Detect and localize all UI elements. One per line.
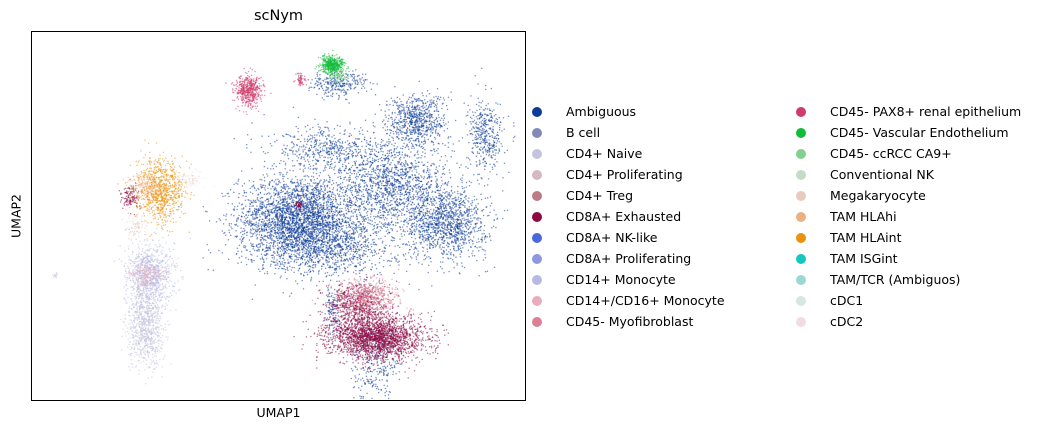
legend-marker bbox=[532, 148, 542, 159]
cluster-megakaryocyte bbox=[121, 208, 148, 248]
plot-area bbox=[31, 31, 526, 401]
legend-label: TAM HLAhi bbox=[830, 209, 897, 224]
legend-marker bbox=[532, 274, 542, 285]
cluster-ambiguous bbox=[458, 67, 516, 187]
legend-marker bbox=[796, 106, 806, 117]
cluster-cd14-cd16-monocyte bbox=[123, 257, 184, 297]
legend-marker bbox=[796, 211, 806, 222]
cluster-cd45-ccrcc-ca9- bbox=[321, 65, 351, 86]
legend-item: CD45- PAX8+ renal epithelium bbox=[795, 101, 1021, 122]
legend-marker bbox=[532, 316, 542, 327]
x-axis-label: UMAP1 bbox=[256, 405, 301, 420]
cluster-cd8a-exhausted bbox=[289, 195, 304, 211]
cluster-ambiguous bbox=[323, 267, 344, 349]
legend-label: cDC1 bbox=[830, 293, 864, 308]
cluster-tam-hlahi bbox=[120, 167, 169, 212]
legend-item: CD8A+ NK-like bbox=[531, 227, 725, 248]
legend-marker bbox=[532, 106, 542, 117]
legend-item: Ambiguous bbox=[531, 101, 725, 122]
legend-marker bbox=[796, 253, 806, 264]
legend-item: Megakaryocyte bbox=[795, 185, 1021, 206]
cluster-cd14-monocyte bbox=[113, 227, 191, 322]
umap-scatter bbox=[52, 49, 516, 400]
y-axis-label: UMAP2 bbox=[8, 194, 24, 238]
legend-item: CD8A+ Exhausted bbox=[531, 206, 725, 227]
cluster-cdc2 bbox=[165, 168, 215, 189]
legend-label: CD4+ Naive bbox=[566, 146, 643, 161]
legend-label: CD4+ Treg bbox=[566, 188, 634, 203]
legend-marker bbox=[532, 169, 542, 180]
legend-item: TAM ISGint bbox=[795, 248, 1021, 269]
legend-item: CD45- Myofibroblast bbox=[531, 311, 725, 332]
legend-marker bbox=[796, 190, 806, 201]
legend-item: TAM/TCR (Ambiguos) bbox=[795, 269, 1021, 290]
legend-label: Ambiguous bbox=[566, 104, 637, 119]
cluster-cd45-pax8-renal-epithelium bbox=[225, 67, 272, 116]
cluster-cd45-myofibroblast bbox=[311, 268, 415, 328]
legend-item: CD45- ccRCC CA9+ bbox=[795, 143, 1021, 164]
legend-label: Conventional NK bbox=[830, 167, 934, 182]
legend-marker bbox=[796, 148, 806, 159]
legend-column-1: Ambiguous B cell CD4+ Naive CD4+ Proliferat… bbox=[531, 101, 725, 332]
legend-item: CD8A+ Proliferating bbox=[531, 248, 725, 269]
cluster-ambiguous bbox=[233, 106, 424, 182]
legend-marker bbox=[532, 295, 542, 306]
legend-marker bbox=[796, 295, 806, 306]
legend-label: CD45- Vascular Endothelium bbox=[830, 125, 1009, 140]
legend-label: Megakaryocyte bbox=[830, 188, 926, 203]
legend-marker bbox=[532, 232, 542, 243]
legend-item: cDC2 bbox=[795, 311, 1021, 332]
legend-label: CD4+ Proliferating bbox=[566, 167, 683, 182]
cluster-cd8a-exhausted bbox=[118, 178, 141, 216]
legend-marker bbox=[796, 232, 806, 243]
legend-label: CD8A+ Exhausted bbox=[566, 209, 682, 224]
cluster-cd4-naive bbox=[52, 271, 59, 279]
legend-item: TAM HLAint bbox=[795, 227, 1021, 248]
legend-item: CD4+ Treg bbox=[531, 185, 725, 206]
cluster-cd8a-exhausted bbox=[302, 273, 400, 340]
legend-label: CD8A+ NK-like bbox=[566, 230, 658, 245]
legend-marker bbox=[532, 127, 542, 138]
legend-marker bbox=[532, 253, 542, 264]
cluster-ambiguous bbox=[378, 164, 509, 287]
chart-title: scNym bbox=[253, 8, 304, 24]
legend-item: CD45- Vascular Endothelium bbox=[795, 122, 1021, 143]
cluster-cd45-pax8-renal-epithelium bbox=[293, 72, 308, 87]
legend-label: TAM HLAint bbox=[830, 230, 902, 245]
legend-item: B cell bbox=[531, 122, 725, 143]
legend-label: CD14+/CD16+ Monocyte bbox=[566, 293, 725, 308]
legend-marker bbox=[796, 274, 806, 285]
legend-label: CD45- Myofibroblast bbox=[566, 314, 694, 329]
cluster-ambiguous bbox=[206, 195, 439, 297]
legend-marker bbox=[796, 127, 806, 138]
legend-label: CD45- ccRCC CA9+ bbox=[830, 146, 952, 161]
legend-label: TAM/TCR (Ambiguos) bbox=[830, 272, 961, 287]
cluster-ambiguous bbox=[372, 80, 457, 167]
legend-marker bbox=[532, 211, 542, 222]
cluster-ambiguous bbox=[284, 119, 490, 265]
legend-label: TAM ISGint bbox=[830, 251, 898, 266]
legend-item: CD14+/CD16+ Monocyte bbox=[531, 290, 725, 311]
legend-item: CD4+ Naive bbox=[531, 143, 725, 164]
legend-item: cDC1 bbox=[795, 290, 1021, 311]
legend-column-2: CD45- PAX8+ renal epithelium CD45- Vascul… bbox=[795, 101, 1021, 332]
legend-marker bbox=[796, 169, 806, 180]
legend-marker bbox=[532, 190, 542, 201]
legend-marker bbox=[796, 316, 806, 327]
cluster-cd4-naive bbox=[119, 262, 177, 385]
legend-label: CD8A+ Proliferating bbox=[566, 251, 692, 266]
legend-item: CD14+ Monocyte bbox=[531, 269, 725, 290]
legend-label: cDC2 bbox=[830, 314, 864, 329]
legend-item: CD4+ Proliferating bbox=[531, 164, 725, 185]
legend-label: CD45- PAX8+ renal epithelium bbox=[830, 104, 1022, 119]
legend-item: TAM HLAhi bbox=[795, 206, 1021, 227]
cluster-cd8a-exhausted bbox=[293, 303, 450, 383]
legend-label: CD14+ Monocyte bbox=[566, 272, 676, 287]
legend-item: Conventional NK bbox=[795, 164, 1021, 185]
legend-label: B cell bbox=[566, 125, 601, 140]
